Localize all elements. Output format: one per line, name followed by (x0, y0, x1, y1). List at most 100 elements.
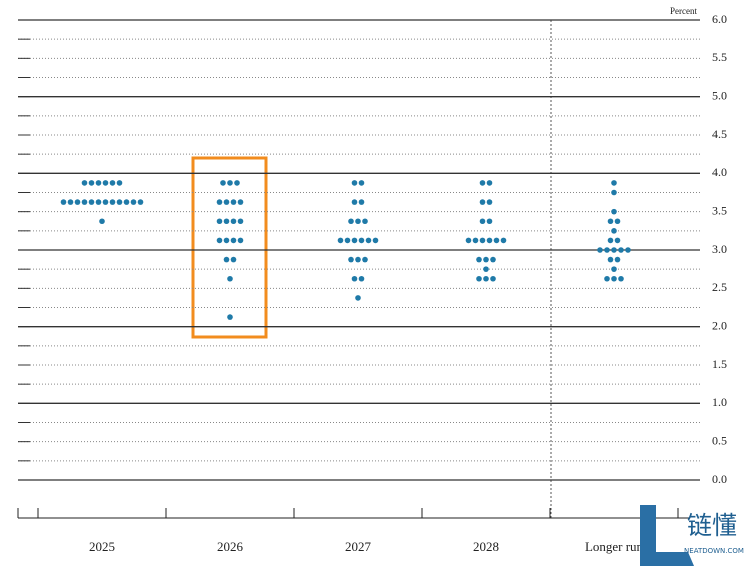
dot (348, 218, 354, 225)
y-tick-label: 1.0 (712, 395, 727, 409)
x-tick-label: 2028 (473, 539, 499, 554)
y-tick-label: 5.0 (712, 88, 727, 102)
dot (611, 180, 617, 186)
dot (486, 237, 493, 244)
dot (60, 199, 67, 205)
dot (486, 199, 493, 205)
dot (216, 218, 223, 225)
dot (493, 237, 500, 244)
dot (109, 180, 116, 186)
dot (81, 199, 88, 205)
dot (237, 237, 244, 244)
dot (607, 237, 614, 244)
dot (216, 237, 223, 244)
dot (223, 218, 230, 225)
dot (109, 199, 116, 205)
watermark-text: 链懂 (687, 511, 737, 540)
dot (358, 237, 365, 244)
dot (351, 199, 358, 205)
y-tick-label: 3.0 (712, 242, 727, 256)
dot (500, 237, 507, 244)
x-tick-label: 2026 (217, 539, 244, 554)
x-tick-label: 2025 (89, 539, 115, 554)
y-tick-label: 0.0 (712, 472, 727, 486)
x-tick-label: 2027 (345, 539, 372, 554)
dot (486, 218, 493, 225)
dot (483, 266, 489, 272)
dot (607, 218, 614, 225)
dot (604, 275, 610, 282)
dot (479, 237, 486, 244)
dot (223, 237, 230, 244)
dot (486, 180, 493, 186)
watermark-subtext: NEATDOWN.COM (684, 547, 744, 555)
dot (358, 275, 365, 282)
dot (67, 199, 74, 205)
y-tick-label: 0.5 (712, 433, 727, 447)
dot (102, 199, 109, 205)
dot (230, 199, 237, 205)
dot (227, 275, 233, 282)
dot (230, 256, 237, 263)
dot (604, 247, 610, 253)
dot (102, 180, 109, 186)
y-unit-label: Percent (670, 6, 697, 16)
dot (216, 199, 223, 205)
dot (237, 218, 244, 225)
dot (227, 314, 233, 320)
dot (95, 180, 102, 186)
dot (99, 218, 105, 225)
y-tick-label: 2.0 (712, 318, 727, 332)
y-tick-label: 3.5 (712, 203, 727, 217)
y-tick-label: 1.5 (712, 357, 727, 371)
dot (476, 275, 482, 282)
dot (611, 208, 617, 215)
dot (476, 256, 482, 263)
y-tick-label: 4.5 (712, 127, 727, 141)
dot (74, 199, 81, 205)
watermark-logo (640, 505, 694, 566)
dot (344, 237, 351, 244)
dot (223, 199, 230, 205)
dot (362, 218, 368, 225)
dot (223, 256, 230, 263)
x-tick-label: Longer run (585, 539, 644, 554)
dot (483, 275, 489, 282)
dot (358, 199, 365, 205)
dot (116, 180, 123, 186)
dot (230, 218, 237, 225)
dot (234, 180, 240, 186)
watermark: 链懂 NEATDOWN.COM (640, 505, 744, 566)
dot (472, 237, 479, 244)
y-tick-label: 4.0 (712, 165, 727, 179)
dot (95, 199, 102, 205)
dot (465, 237, 472, 244)
dot (88, 199, 95, 205)
dot (337, 237, 344, 244)
dot (618, 247, 624, 253)
dot (130, 199, 137, 205)
dot (611, 266, 617, 272)
dot (483, 256, 489, 263)
dot (237, 199, 244, 205)
dot (365, 237, 372, 244)
dot (227, 180, 233, 186)
dot (88, 180, 95, 186)
dot (351, 275, 358, 282)
dot (220, 180, 226, 186)
dot (81, 180, 88, 186)
dot (625, 247, 631, 253)
dot (597, 247, 603, 253)
dot (490, 256, 496, 263)
dot (611, 247, 617, 253)
dot (372, 237, 379, 244)
dot (230, 237, 237, 244)
dot (355, 218, 361, 225)
dot (614, 256, 621, 263)
dot (348, 256, 354, 263)
dot (479, 199, 486, 205)
dot (479, 180, 486, 186)
highlight-box (191, 156, 268, 339)
dot (611, 189, 617, 196)
dot (355, 256, 361, 263)
